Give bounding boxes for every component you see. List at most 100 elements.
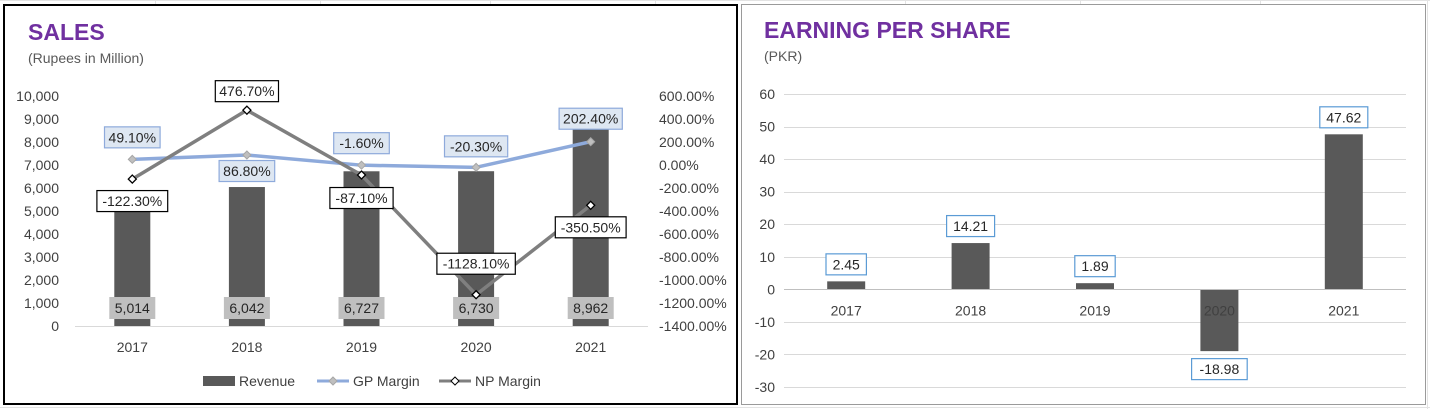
eps-y-tick: -30 <box>755 379 775 395</box>
eps-x-tick: 2017 <box>831 302 862 318</box>
np-margin-point <box>356 170 367 180</box>
gp-margin-point <box>127 154 138 165</box>
gp-margin-data-label: 86.80% <box>223 163 270 179</box>
sales-y2-tick: -1200.00% <box>659 295 727 311</box>
eps-bar <box>1076 283 1114 290</box>
sales-y2-tick: -1400.00% <box>659 318 727 334</box>
eps-y-tick: -20 <box>755 346 775 362</box>
sales-y2-tick: -400.00% <box>659 203 719 219</box>
sales-y2-tick: 200.00% <box>659 134 714 150</box>
eps-y-tick: 60 <box>759 86 775 102</box>
sales-x-tick: 2021 <box>575 339 606 355</box>
legend-revenue-swatch <box>203 376 235 386</box>
sales-y2-tick: 0.00% <box>659 157 699 173</box>
np-margin-data-label: -122.30% <box>102 193 162 209</box>
np-margin-data-label-box <box>214 80 280 103</box>
sales-chart-title: SALES <box>28 19 105 45</box>
sales-y-tick: 8,000 <box>24 134 59 150</box>
gp-margin-data-label-box <box>558 107 623 130</box>
eps-data-label-box <box>946 214 996 238</box>
sales-y-tick: 3,000 <box>24 249 59 265</box>
eps-data-label: 14.21 <box>953 218 988 234</box>
eps-data-label-box <box>1074 255 1116 278</box>
np-margin-point <box>471 289 482 300</box>
gp-margin-data-label-box <box>103 126 161 149</box>
sales-y2-tick: -600.00% <box>659 226 719 242</box>
eps-y-tick: 20 <box>759 216 775 232</box>
revenue-label-box <box>223 297 270 319</box>
eps-chart-panel: EARNING PER SHARE (PKR) -30 -20 -10 0 10 20 30… <box>741 4 1426 405</box>
np-margin-data-label-box <box>96 189 169 213</box>
np-margin-data-label: 476.70% <box>219 83 274 99</box>
eps-data-label-box <box>1191 358 1248 381</box>
gp-margin-point <box>471 162 481 173</box>
legend-np-marker <box>450 376 460 386</box>
eps-x-tick: 2018 <box>955 302 986 318</box>
eps-chart-subtitle: (PKR) <box>764 48 803 64</box>
sales-chart-svg: 0 1,000 2,000 3,000 4,000 5,000 6,000 7,000 8,00… <box>16 80 727 389</box>
eps-bar <box>951 243 990 290</box>
eps-data-label: 47.62 <box>1326 109 1361 125</box>
eps-data-label-box <box>1319 106 1369 129</box>
gp-margin-data-label-box <box>333 132 390 155</box>
gp-margin-data-label: 49.10% <box>109 129 156 145</box>
eps-data-label: 2.45 <box>833 256 860 272</box>
gp-margin-data-label: 202.40% <box>563 111 618 127</box>
sales-y-tick: 9,000 <box>24 111 59 127</box>
eps-y-tick: 30 <box>759 184 775 200</box>
eps-data-label: 1.89 <box>1081 258 1108 274</box>
revenue-label-box <box>453 297 500 319</box>
revenue-data-label: 5,014 <box>115 300 150 316</box>
sales-chart-subtitle: (Rupees in Million) <box>28 50 144 66</box>
np-margin-data-label: -350.50% <box>561 219 621 235</box>
sales-chart-panel: SALES (Rupees in Million) 0 1,000 2,000 3,0… <box>3 4 738 405</box>
sales-x-tick: 2020 <box>461 339 492 355</box>
legend-gp-marker <box>328 376 338 386</box>
revenue-data-label: 6,727 <box>344 300 379 316</box>
sales-y2-tick: -1000.00% <box>659 272 727 288</box>
np-margin-point <box>585 200 596 211</box>
revenue-data-label: 6,042 <box>229 300 264 316</box>
sales-y-tick: 1,000 <box>24 295 59 311</box>
np-margin-point <box>241 105 252 116</box>
eps-y-tick: 50 <box>759 119 775 135</box>
sales-y-tick: 5,000 <box>24 203 59 219</box>
gp-margin-data-label-box <box>443 135 509 158</box>
gp-margin-data-label: -1.60% <box>339 135 383 151</box>
gp-margin-point <box>242 150 252 160</box>
sales-y2-tick: -800.00% <box>659 249 719 265</box>
sales-x-tick: 2018 <box>231 339 262 355</box>
np-margin-point <box>127 174 138 184</box>
eps-chart-svg: -30 -20 -10 0 10 20 30 40 50 60 2017 2018 2019 2020 20… <box>755 86 1406 395</box>
revenue-data-label: 6,730 <box>459 300 494 316</box>
np-margin-data-label-box <box>554 216 627 239</box>
eps-x-tick: 2021 <box>1328 302 1359 318</box>
gp-margin-data-label-box <box>218 159 276 183</box>
sales-y-tick: 0 <box>51 318 59 334</box>
np-margin-data-label: -1128.10% <box>443 256 510 272</box>
legend-revenue-label: Revenue <box>239 373 295 389</box>
legend-np-label: NP Margin <box>475 373 541 389</box>
np-margin-data-label-box <box>329 186 394 210</box>
sales-y2-tick: 600.00% <box>659 88 714 104</box>
eps-bar <box>1324 134 1363 290</box>
sales-y-tick: 6,000 <box>24 180 59 196</box>
sales-y-tick: 7,000 <box>24 157 59 173</box>
gp-margin-data-label: -20.30% <box>450 138 502 154</box>
eps-y-tick: 10 <box>759 249 775 265</box>
revenue-data-label: 8,962 <box>573 300 608 316</box>
eps-chart-title: EARNING PER SHARE <box>764 17 1011 43</box>
sales-y2-tick: -200.00% <box>659 180 719 196</box>
np-margin-data-label: -87.10% <box>335 190 387 206</box>
eps-data-label: -18.98 <box>1200 361 1240 377</box>
eps-x-tick: 2020 <box>1204 302 1235 318</box>
eps-x-tick: 2019 <box>1079 302 1110 318</box>
sales-x-tick: 2017 <box>117 339 148 355</box>
revenue-label-box <box>109 297 156 319</box>
sales-y-tick: 10,000 <box>16 88 59 104</box>
np-margin-data-label-box <box>436 252 516 275</box>
sales-y2-tick: 400.00% <box>659 111 714 127</box>
gp-margin-point <box>585 137 596 147</box>
eps-y-tick: 0 <box>767 281 775 297</box>
